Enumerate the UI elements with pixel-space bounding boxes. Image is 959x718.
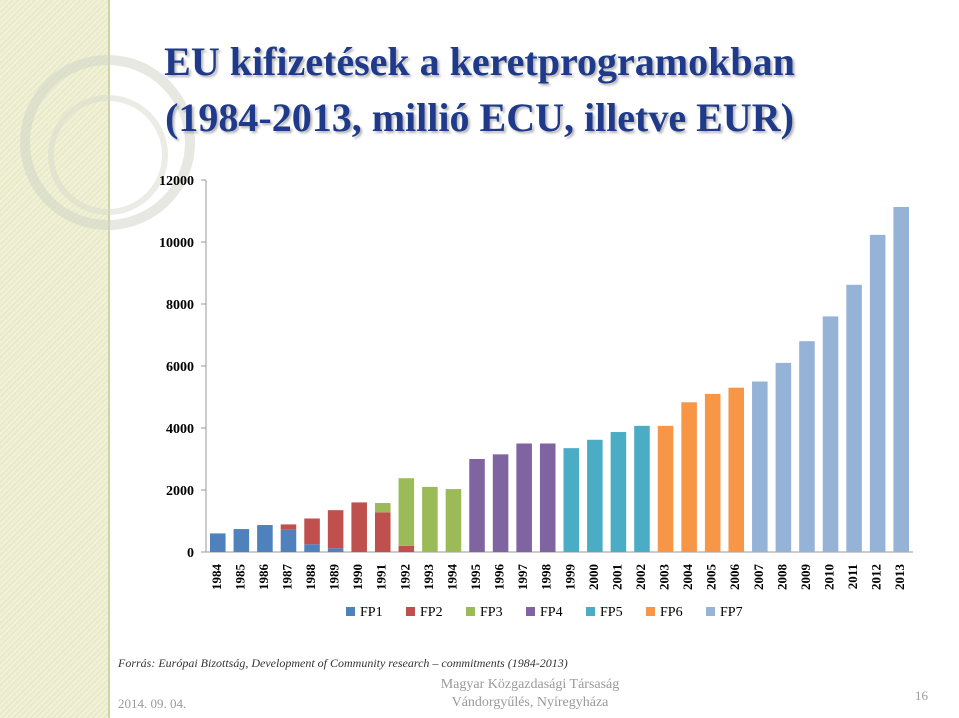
legend-label-FP7: FP7 xyxy=(720,605,743,620)
x-tick-label: 2000 xyxy=(586,564,601,590)
bar-FP1-1985 xyxy=(233,529,250,552)
legend-swatch-FP6 xyxy=(646,607,655,616)
x-tick-label: 2004 xyxy=(680,564,695,591)
bar-FP1-1989 xyxy=(327,548,344,552)
legend-label-FP3: FP3 xyxy=(480,605,503,620)
bar-FP2-1989 xyxy=(327,510,344,549)
x-tick-label: 2011 xyxy=(845,564,860,589)
legend-label-FP4: FP4 xyxy=(540,605,563,620)
stacked-bar-chart: 0 2000 4000 6000 8000 10000 12000 1984 1985 1986 1… xyxy=(159,174,913,620)
x-tick-label: 1989 xyxy=(327,564,342,591)
x-tick-label: 1991 xyxy=(374,564,389,590)
bar-FP2-1988 xyxy=(304,518,320,545)
organizer-name: Magyar Közgazdasági Társaság xyxy=(440,677,620,692)
bar-FP7-2009 xyxy=(799,341,815,552)
y-tick-label: 12000 xyxy=(159,174,194,189)
bar-FP2-1990 xyxy=(351,502,367,552)
bar-FP5-2000 xyxy=(587,439,603,552)
circle-decoration-inner xyxy=(48,95,168,215)
x-tick-label: 2003 xyxy=(657,564,672,591)
bar-FP2-1992 xyxy=(398,545,415,552)
bar-FP6-2004 xyxy=(681,402,697,552)
slide-title-line1: EU kifizetések a keretprogramokban xyxy=(164,39,795,84)
legend-label-FP2: FP2 xyxy=(420,605,443,620)
x-tick-label: 1984 xyxy=(209,564,224,591)
bar-FP3-1993 xyxy=(422,486,438,552)
bar-FP6-2006 xyxy=(728,387,745,552)
x-tick-label: 2009 xyxy=(798,564,813,591)
bar-FP5-1999 xyxy=(563,448,580,552)
page-number: 16 xyxy=(915,688,928,703)
x-tick-label: 2008 xyxy=(774,564,789,591)
bar-FP2-1987 xyxy=(280,524,297,530)
x-tick-label: 2006 xyxy=(727,564,742,591)
x-tick-label: 2007 xyxy=(751,564,766,591)
side-decoration-line xyxy=(108,0,110,718)
x-tick-label: 1993 xyxy=(421,564,436,591)
bar-FP1-1988 xyxy=(304,544,320,552)
x-tick-label: 2002 xyxy=(633,564,648,590)
source-note: Forrás: Európai Bizottság, Development o… xyxy=(118,656,568,670)
bar-FP6-2005 xyxy=(704,393,721,552)
bar-FP4-1996 xyxy=(492,454,509,552)
x-tick-label: 1990 xyxy=(350,564,365,590)
bar-FP7-2008 xyxy=(775,362,792,552)
bar-FP4-1998 xyxy=(539,443,556,552)
x-tick-label: 1986 xyxy=(256,564,271,591)
legend-label-FP6: FP6 xyxy=(660,605,683,620)
x-tick-label: 2005 xyxy=(704,564,719,591)
y-tick-label: 0 xyxy=(187,546,194,561)
legend-label-FP5: FP5 xyxy=(600,605,623,620)
x-tick-label: 1992 xyxy=(397,564,412,590)
x-tick-label: 1994 xyxy=(444,564,459,591)
y-tick-label: 4000 xyxy=(166,422,194,437)
bar-FP3-1992 xyxy=(398,478,415,546)
bar-FP7-2011 xyxy=(846,284,862,552)
bar-FP4-1995 xyxy=(469,459,485,552)
x-tick-label: 2010 xyxy=(822,564,837,590)
slide-title-line2: (1984-2013, millió ECU, illetve EUR) xyxy=(165,95,794,140)
x-tick-label: 1985 xyxy=(232,564,247,591)
x-tick-label: 1998 xyxy=(539,564,554,591)
y-tick-label: 10000 xyxy=(159,236,194,251)
legend-swatch-FP7 xyxy=(706,607,715,616)
y-tick-label: 6000 xyxy=(166,360,194,375)
organizer-event: Vándorgyűlés, Nyíregyháza xyxy=(451,695,609,710)
circle-decoration xyxy=(20,55,195,230)
bar-FP4-1997 xyxy=(516,443,532,552)
bar-FP3-1991 xyxy=(374,503,391,513)
bar-FP1-1987 xyxy=(280,529,297,552)
bar-FP5-2001 xyxy=(610,432,627,552)
x-tick-label: 2001 xyxy=(609,564,624,590)
legend-swatch-FP5 xyxy=(586,607,595,616)
bar-FP1-1984 xyxy=(210,533,226,552)
bar-FP6-2003 xyxy=(657,425,674,552)
footer-date: 2014. 09. 04. xyxy=(118,696,187,711)
bar-FP1-1986 xyxy=(257,525,273,552)
x-tick-label: 1995 xyxy=(468,564,483,591)
x-tick-label: 1996 xyxy=(492,564,507,591)
x-tick-label: 2013 xyxy=(892,564,907,591)
x-tick-label: 1997 xyxy=(515,564,530,591)
y-tick-label: 8000 xyxy=(166,298,194,313)
bar-FP3-1994 xyxy=(445,489,462,552)
bar-FP7-2007 xyxy=(752,381,768,552)
y-tick-label: 2000 xyxy=(166,484,194,499)
legend-label-FP1: FP1 xyxy=(360,605,383,620)
legend-swatch-FP1 xyxy=(346,607,355,616)
legend-swatch-FP2 xyxy=(406,607,415,616)
x-tick-label: 1988 xyxy=(303,564,318,591)
footer-organizer: Magyar Közgazdasági Társaság Vándorgyűlé… xyxy=(380,676,680,712)
legend-swatch-FP3 xyxy=(466,607,475,616)
bar-FP5-2002 xyxy=(634,425,650,552)
bar-FP7-2012 xyxy=(869,234,886,552)
x-tick-label: 1987 xyxy=(279,564,294,591)
bar-FP7-2010 xyxy=(822,316,839,552)
bar-FP7-2013 xyxy=(893,206,909,552)
legend-swatch-FP4 xyxy=(526,607,535,616)
x-tick-label: 1999 xyxy=(562,564,577,591)
bar-FP2-1991 xyxy=(374,512,391,552)
x-tick-label: 2012 xyxy=(869,564,884,590)
